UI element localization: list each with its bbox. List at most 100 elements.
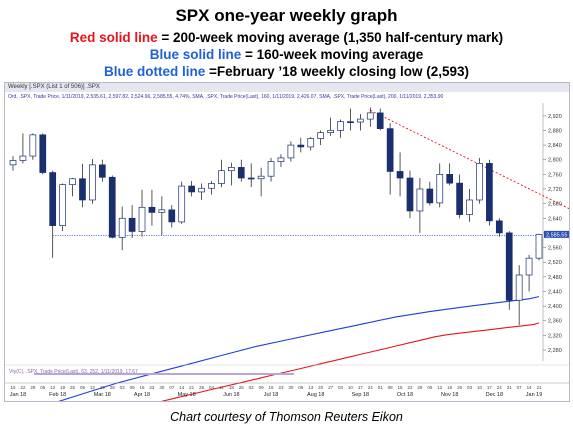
candle-body [257,175,265,180]
x-week-label: 19 [60,385,66,390]
y-tick-label: 2,920 [548,114,562,120]
legend-key: Blue solid line [149,47,242,62]
x-week-label: 10 [477,385,483,390]
candle-body [436,174,444,204]
candle-body [267,161,275,177]
x-week-label: 02 [249,385,255,390]
y-tick-label: 2,800 [548,158,562,164]
y-tick-label: 2,440 [548,289,562,295]
chart-panel[interactable]: Weekly [.SPX (List 1 of 506)] .SPX Ord, … [4,82,570,402]
candle-body [39,134,47,173]
x-week-label: 11 [219,385,224,390]
candle-body [406,177,414,212]
x-month-label: Oct 18 [397,392,413,398]
legend-blue-solid: Blue solid line = 160-week moving averag… [0,47,573,62]
x-week-label: 24 [497,385,503,390]
y-tick-label: 2,720 [548,187,562,193]
x-month-label: Sep 18 [352,392,369,398]
legend-key: Blue dotted line [104,64,206,79]
y-tick-label: 2,880 [548,128,562,134]
x-week-label: 29 [417,385,423,390]
candle-body [376,112,384,129]
candle-body [208,183,215,189]
candle-body [327,130,334,133]
x-week-label: 06 [298,385,304,390]
x-week-label: 12 [50,385,56,390]
chart-title: SPX one-year weekly graph [175,6,398,25]
x-week-label: 22 [407,385,413,390]
x-week-label: 26 [110,385,116,390]
x-week-label: 05 [40,385,46,390]
x-week-label: 26 [70,385,76,390]
x-week-label: 07 [169,385,175,390]
candle-body [168,209,176,223]
x-week-label: 24 [368,385,374,390]
panel-info-line: Ord, .SPX, Trade Price, 1/11/2019, 2,535… [8,94,444,100]
y-tick-label: 2,840 [548,143,562,149]
legend-text: =February ’18 weekly closing low (2,593) [205,64,469,79]
x-week-label: 04 [209,385,215,390]
price-chart-svg: 2,280 2,320 2,360 2,400 2,440 2,480 2,520 2,560… [5,103,569,401]
x-week-label: 08 [388,385,394,390]
x-week-label: 17 [487,385,493,390]
candle-body [317,132,325,139]
x-month-label: Aug 18 [307,392,324,398]
price-label: 2,585.55 [546,232,567,238]
candle-body [188,185,195,193]
candle-body [69,178,76,185]
candle-body [19,155,27,161]
x-week-label: 26 [457,385,463,390]
legend-red-solid: Red solid line = 200-week moving average… [0,30,573,45]
candle-body [456,182,463,215]
candle-body [426,188,434,204]
x-week-label: 15 [398,385,404,390]
ma160-line [58,296,540,401]
candle-body [148,206,156,213]
candle-body [486,163,493,222]
candle-body [89,164,96,201]
y-tick-label: 2,560 [548,246,562,252]
x-week-label: 01 [378,385,384,390]
indicator-label: Vty(C), .SPX, Trade Price(Last), 63, 252… [9,369,138,375]
candle-body [178,185,186,223]
candle-body [247,177,255,180]
candle-body [227,167,235,172]
y-tick-label: 2,320 [548,333,562,339]
y-tick-label: 2,280 [548,348,562,354]
x-week-label: 20 [318,385,324,390]
candle-body [446,174,454,184]
candle-body [49,172,57,226]
x-week-label: 14 [527,385,533,390]
x-week-label: 30 [159,385,165,390]
x-month-label: Dec 18 [486,392,503,398]
x-week-label: 23 [278,385,284,390]
x-week-label: 14 [179,385,185,390]
candle-body [297,144,305,148]
x-month-label: Jan 19 [526,392,543,398]
candle-body [9,160,17,166]
legend-text: = 200-week moving average (1,350 half-ce… [157,30,504,45]
candle-body [495,220,503,234]
x-week-label: 21 [189,385,195,390]
x-month-label: Apr 18 [134,392,150,398]
x-week-label: 21 [536,385,542,390]
x-week-label: 05 [80,385,86,390]
x-week-label: 03 [120,385,126,390]
x-week-label: 05 [427,385,433,390]
candle-body [118,217,126,238]
candle-body [476,163,483,201]
x-week-label: 31 [507,385,513,390]
candle-body [505,232,513,301]
candle-body [287,144,295,159]
candle-body [337,121,344,131]
x-week-label: 22 [20,385,26,390]
candle-body [79,178,86,201]
x-week-label: 15 [10,385,16,390]
candle-body [515,274,523,301]
y-tick-label: 2,640 [548,216,562,222]
y-tick-label: 2,400 [548,304,562,310]
y-tick-label: 2,680 [548,202,562,208]
x-week-label: 30 [288,385,294,390]
indicator-bar [34,373,294,375]
candle-body [128,217,136,232]
